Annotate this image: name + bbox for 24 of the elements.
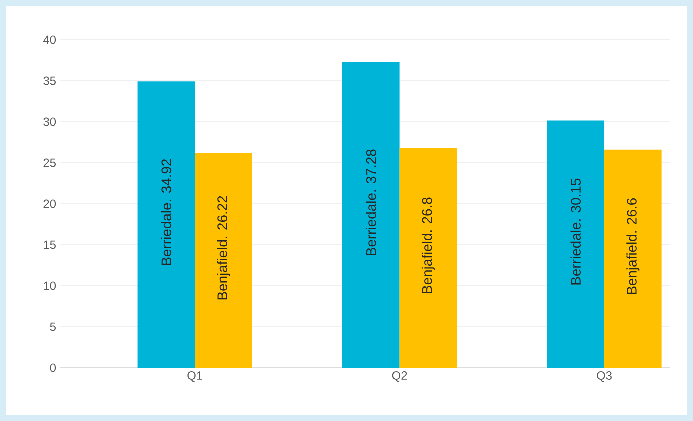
y-tick-label: 25 [44, 158, 56, 168]
data-label: Benjafield. 26.6 [626, 198, 640, 294]
y-tick-label: 40 [43, 36, 56, 44]
data-label: Berriedale. 37.28 [366, 150, 376, 256]
y-tick-label: 20 [44, 200, 56, 208]
bar [138, 82, 196, 368]
y-tick-label: 15 [44, 240, 56, 250]
data-label: Berriedale. 30.15 [570, 178, 581, 285]
data-label: Berriedale. 34.92 [161, 159, 172, 266]
y-tick-label: 0 [50, 364, 56, 372]
data-label: Benjafield. 26.22 [217, 196, 230, 300]
y-tick-label: 5 [50, 322, 56, 332]
x-tick-label: Q1 [188, 372, 202, 382]
x-tick-label: Q2 [392, 372, 408, 382]
y-tick-label: 30 [44, 118, 56, 126]
y-tick-label: 35 [44, 76, 56, 86]
bar [195, 152, 252, 368]
bar [342, 62, 400, 368]
x-tick-label: Q3 [597, 372, 612, 382]
bar [400, 148, 458, 368]
bar [547, 120, 605, 368]
y-tick-label: 10 [44, 282, 56, 290]
data-label: Benjafield. 26.8 [422, 198, 435, 294]
bar [604, 150, 662, 368]
